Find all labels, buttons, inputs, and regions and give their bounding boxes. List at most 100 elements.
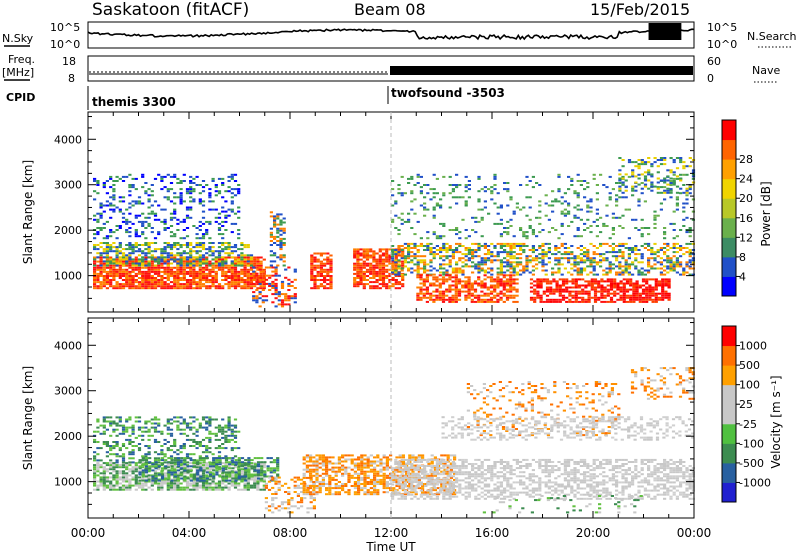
range-cell [403, 242, 407, 245]
range-cell [179, 428, 183, 431]
range-cell [276, 223, 280, 226]
range-cell [512, 257, 516, 260]
range-cell [176, 420, 180, 423]
range-cell [558, 300, 562, 303]
range-cell [605, 271, 609, 274]
range-cell [480, 286, 484, 289]
range-cell [605, 257, 609, 260]
range-cell [567, 202, 571, 205]
range-cell [277, 293, 281, 296]
range-cell [230, 188, 234, 191]
range-cell [166, 428, 170, 431]
range-cell [659, 257, 663, 260]
range-cell [224, 436, 228, 439]
range-cell [640, 271, 644, 274]
range-cell [185, 434, 190, 437]
range-cell [545, 300, 550, 303]
range-cell [378, 262, 382, 265]
range-cell [125, 229, 129, 231]
colorbar-swatch [722, 178, 736, 199]
range-cell [659, 163, 664, 166]
range-cell [592, 269, 596, 272]
range-cell [224, 275, 228, 277]
range-cell [503, 265, 507, 268]
range-cell [643, 177, 648, 180]
range-cell [536, 290, 540, 293]
range-cell [454, 286, 458, 289]
range-cell [153, 266, 158, 269]
range-cell [432, 173, 436, 176]
range-cell [182, 285, 186, 288]
range-cell [634, 218, 638, 221]
range-cell [227, 466, 231, 469]
range-cell [173, 277, 177, 279]
range-cell [664, 294, 668, 297]
range-cell [192, 420, 196, 423]
range-cell [464, 237, 468, 240]
range-cell [240, 248, 244, 251]
range-cell [581, 284, 585, 287]
range-cell [144, 227, 148, 229]
range-cell [134, 480, 138, 483]
range-cell [451, 196, 455, 199]
range-cell [99, 287, 103, 290]
range-cell [647, 265, 651, 268]
range-cell [227, 246, 231, 249]
range-cell [144, 248, 148, 251]
range-cell [153, 438, 158, 441]
range-cell [255, 295, 259, 298]
range-cell [669, 247, 673, 249]
range-cell [663, 186, 667, 189]
range-cell [224, 279, 228, 281]
range-cell [221, 474, 225, 477]
range-cell [381, 270, 386, 273]
range-cell [635, 292, 639, 295]
range-cell [112, 468, 116, 471]
range-cell [429, 242, 433, 245]
range-cell [547, 242, 551, 245]
range-cell [643, 185, 648, 188]
range-cell [179, 202, 183, 205]
range-cell [570, 177, 574, 180]
range-cell [319, 275, 323, 277]
range-cell [276, 215, 280, 218]
range-cell [208, 196, 212, 199]
range-cell [651, 300, 655, 303]
range-cell [208, 441, 212, 443]
range-cell [640, 235, 644, 238]
range-cell [385, 254, 389, 257]
range-cell [407, 253, 411, 256]
range-cell [464, 184, 468, 186]
range-cell [477, 276, 481, 279]
range-cell [147, 266, 151, 269]
range-cell [416, 267, 420, 270]
range-cell [273, 252, 277, 255]
range-cell [233, 268, 238, 271]
range-cell [128, 287, 132, 290]
range-cell [323, 285, 327, 288]
range-cell [118, 464, 122, 467]
range-cell [571, 278, 575, 281]
range-cell [125, 472, 129, 475]
range-cell [160, 488, 164, 491]
range-cell [243, 466, 247, 469]
range-cell [96, 218, 100, 221]
range-cell [128, 283, 132, 286]
range-cell [240, 470, 244, 473]
range-cell [570, 263, 574, 266]
freq-tick-bottom: 8 [68, 72, 75, 85]
range-cell [541, 253, 545, 256]
range-cell [554, 259, 558, 262]
range-cell [173, 235, 177, 238]
range-cell [561, 282, 566, 285]
range-cell [185, 246, 190, 249]
range-cell [423, 202, 427, 205]
range-cell [125, 474, 129, 477]
range-cell [640, 192, 644, 195]
range-cell [179, 268, 183, 271]
range-cell [506, 227, 510, 229]
range-cell [287, 295, 291, 298]
range-cell [509, 198, 513, 201]
range-cell [509, 257, 513, 260]
range-cell [503, 257, 507, 260]
